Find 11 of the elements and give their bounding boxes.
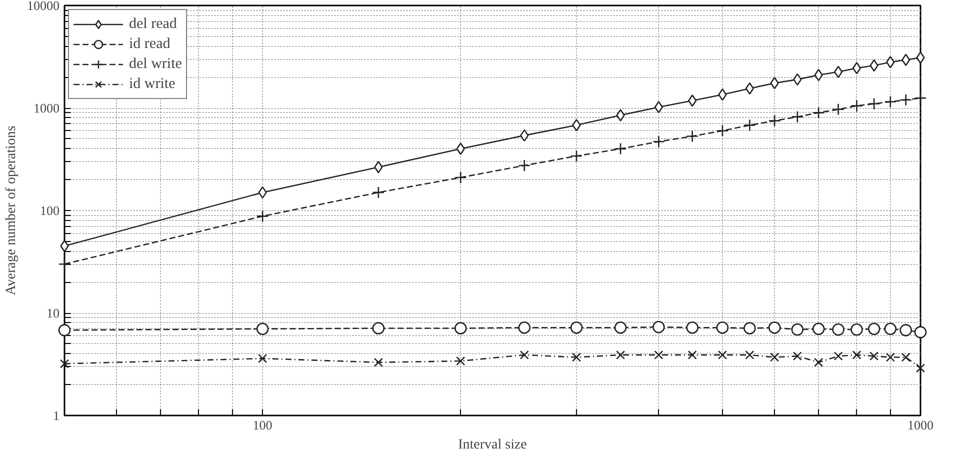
legend-label: id write [129,76,176,92]
legend-label: del read [129,16,177,32]
y-tick-label: 10000 [27,0,60,13]
y-tick-label: 1 [53,408,60,423]
y-tick-label: 100 [40,203,60,218]
legend-label: id read [129,36,170,52]
y-axis-title: Average number of operations [4,126,19,296]
legend-label: del write [129,56,182,72]
y-tick-label: 10 [46,306,60,320]
y-tick-label: 1000 [34,100,60,116]
x-axis-title: Interval size [458,438,527,452]
